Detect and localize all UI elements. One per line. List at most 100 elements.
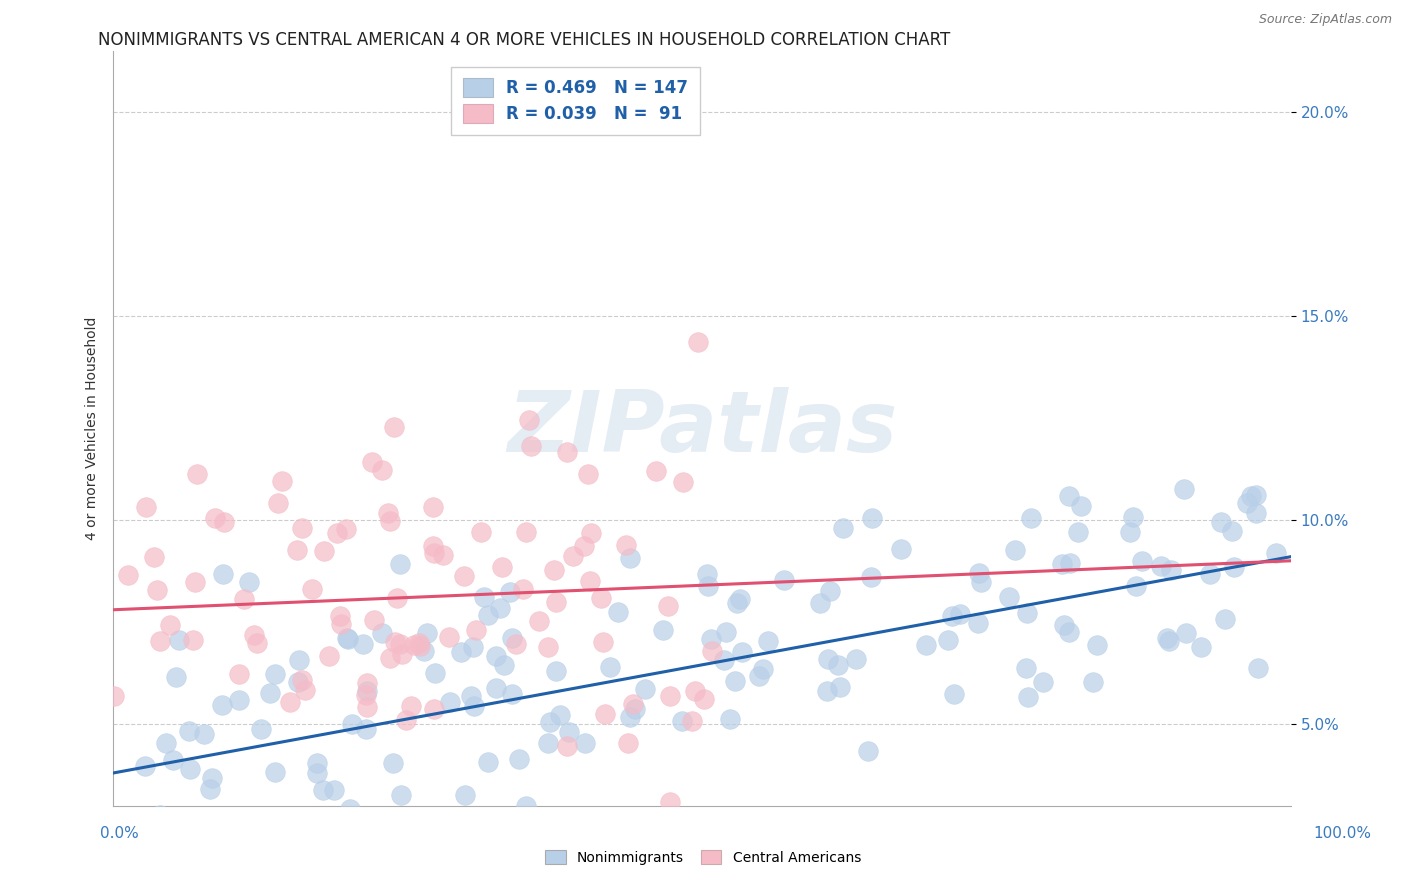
Text: 0.0%: 0.0% <box>100 827 139 841</box>
Point <box>1223 560 1246 574</box>
Point <box>1059 556 1081 570</box>
Point <box>329 609 352 624</box>
Point <box>318 648 340 663</box>
Point <box>589 591 612 605</box>
Point <box>409 639 432 653</box>
Point <box>1053 618 1076 632</box>
Point <box>970 575 993 590</box>
Point <box>259 686 281 700</box>
Point <box>808 596 831 610</box>
Text: ZIPatlas: ZIPatlas <box>506 386 897 470</box>
Point <box>942 687 965 701</box>
Point <box>724 673 747 688</box>
Point <box>461 640 484 654</box>
Point <box>472 590 495 604</box>
Point <box>614 538 637 552</box>
Point <box>548 707 571 722</box>
Point <box>382 419 405 434</box>
Point <box>228 667 250 681</box>
Point <box>460 690 482 704</box>
Point <box>683 684 706 698</box>
Point <box>382 756 405 770</box>
Point <box>1057 489 1080 503</box>
Point <box>1236 496 1258 510</box>
Point <box>439 695 461 709</box>
Point <box>830 680 852 694</box>
Point <box>543 563 565 577</box>
Point <box>890 541 912 556</box>
Point <box>1244 488 1267 502</box>
Point <box>399 699 422 714</box>
Point <box>271 474 294 488</box>
Point <box>149 634 172 648</box>
Point <box>1213 612 1236 626</box>
Point <box>488 601 510 615</box>
Point <box>1159 634 1181 648</box>
Point <box>155 736 177 750</box>
Point <box>422 540 444 554</box>
Point <box>477 755 499 769</box>
Point <box>756 634 779 648</box>
Point <box>1032 675 1054 690</box>
Y-axis label: 4 or more Vehicles in Household: 4 or more Vehicles in Household <box>86 317 100 540</box>
Point <box>515 799 537 814</box>
Point <box>546 595 568 609</box>
Point <box>388 637 411 651</box>
Point <box>263 667 285 681</box>
Point <box>238 575 260 590</box>
Point <box>671 714 693 729</box>
Point <box>499 584 522 599</box>
Point <box>377 506 399 520</box>
Point <box>432 548 454 562</box>
Point <box>699 632 721 646</box>
Point <box>335 632 357 646</box>
Point <box>501 632 523 646</box>
Point <box>201 771 224 785</box>
Point <box>831 520 853 534</box>
Point <box>1085 638 1108 652</box>
Point <box>619 710 641 724</box>
Point <box>135 500 157 514</box>
Point <box>555 739 578 753</box>
Point <box>423 702 446 716</box>
Point <box>356 684 378 698</box>
Point <box>335 522 357 536</box>
Point <box>337 632 360 646</box>
Point <box>371 626 394 640</box>
Point <box>103 689 125 703</box>
Point <box>425 666 447 681</box>
Point <box>291 673 314 688</box>
Point <box>512 582 534 597</box>
Point <box>380 514 402 528</box>
Point <box>967 566 990 580</box>
Point <box>132 823 155 838</box>
Point <box>391 648 413 662</box>
Point <box>915 638 938 652</box>
Point <box>312 783 335 797</box>
Point <box>330 617 353 632</box>
Point <box>437 631 460 645</box>
Point <box>117 568 139 582</box>
Point <box>360 454 382 468</box>
Point <box>672 475 695 490</box>
Point <box>579 526 602 541</box>
Point <box>827 658 849 673</box>
Point <box>491 560 513 574</box>
Point <box>413 644 436 658</box>
Point <box>485 681 508 695</box>
Point <box>505 637 527 651</box>
Point <box>408 635 430 649</box>
Point <box>1189 640 1212 654</box>
Point <box>1019 511 1042 525</box>
Text: NONIMMIGRANTS VS CENTRAL AMERICAN 4 OR MORE VEHICLES IN HOUSEHOLD CORRELATION CH: NONIMMIGRANTS VS CENTRAL AMERICAN 4 OR M… <box>98 31 950 49</box>
Point <box>354 688 377 702</box>
Point <box>714 624 737 639</box>
Point <box>183 574 205 589</box>
Point <box>860 570 883 584</box>
Point <box>149 808 172 822</box>
Point <box>546 664 568 678</box>
Point <box>1220 524 1243 539</box>
Point <box>378 651 401 665</box>
Point <box>291 521 314 535</box>
Point <box>572 540 595 554</box>
